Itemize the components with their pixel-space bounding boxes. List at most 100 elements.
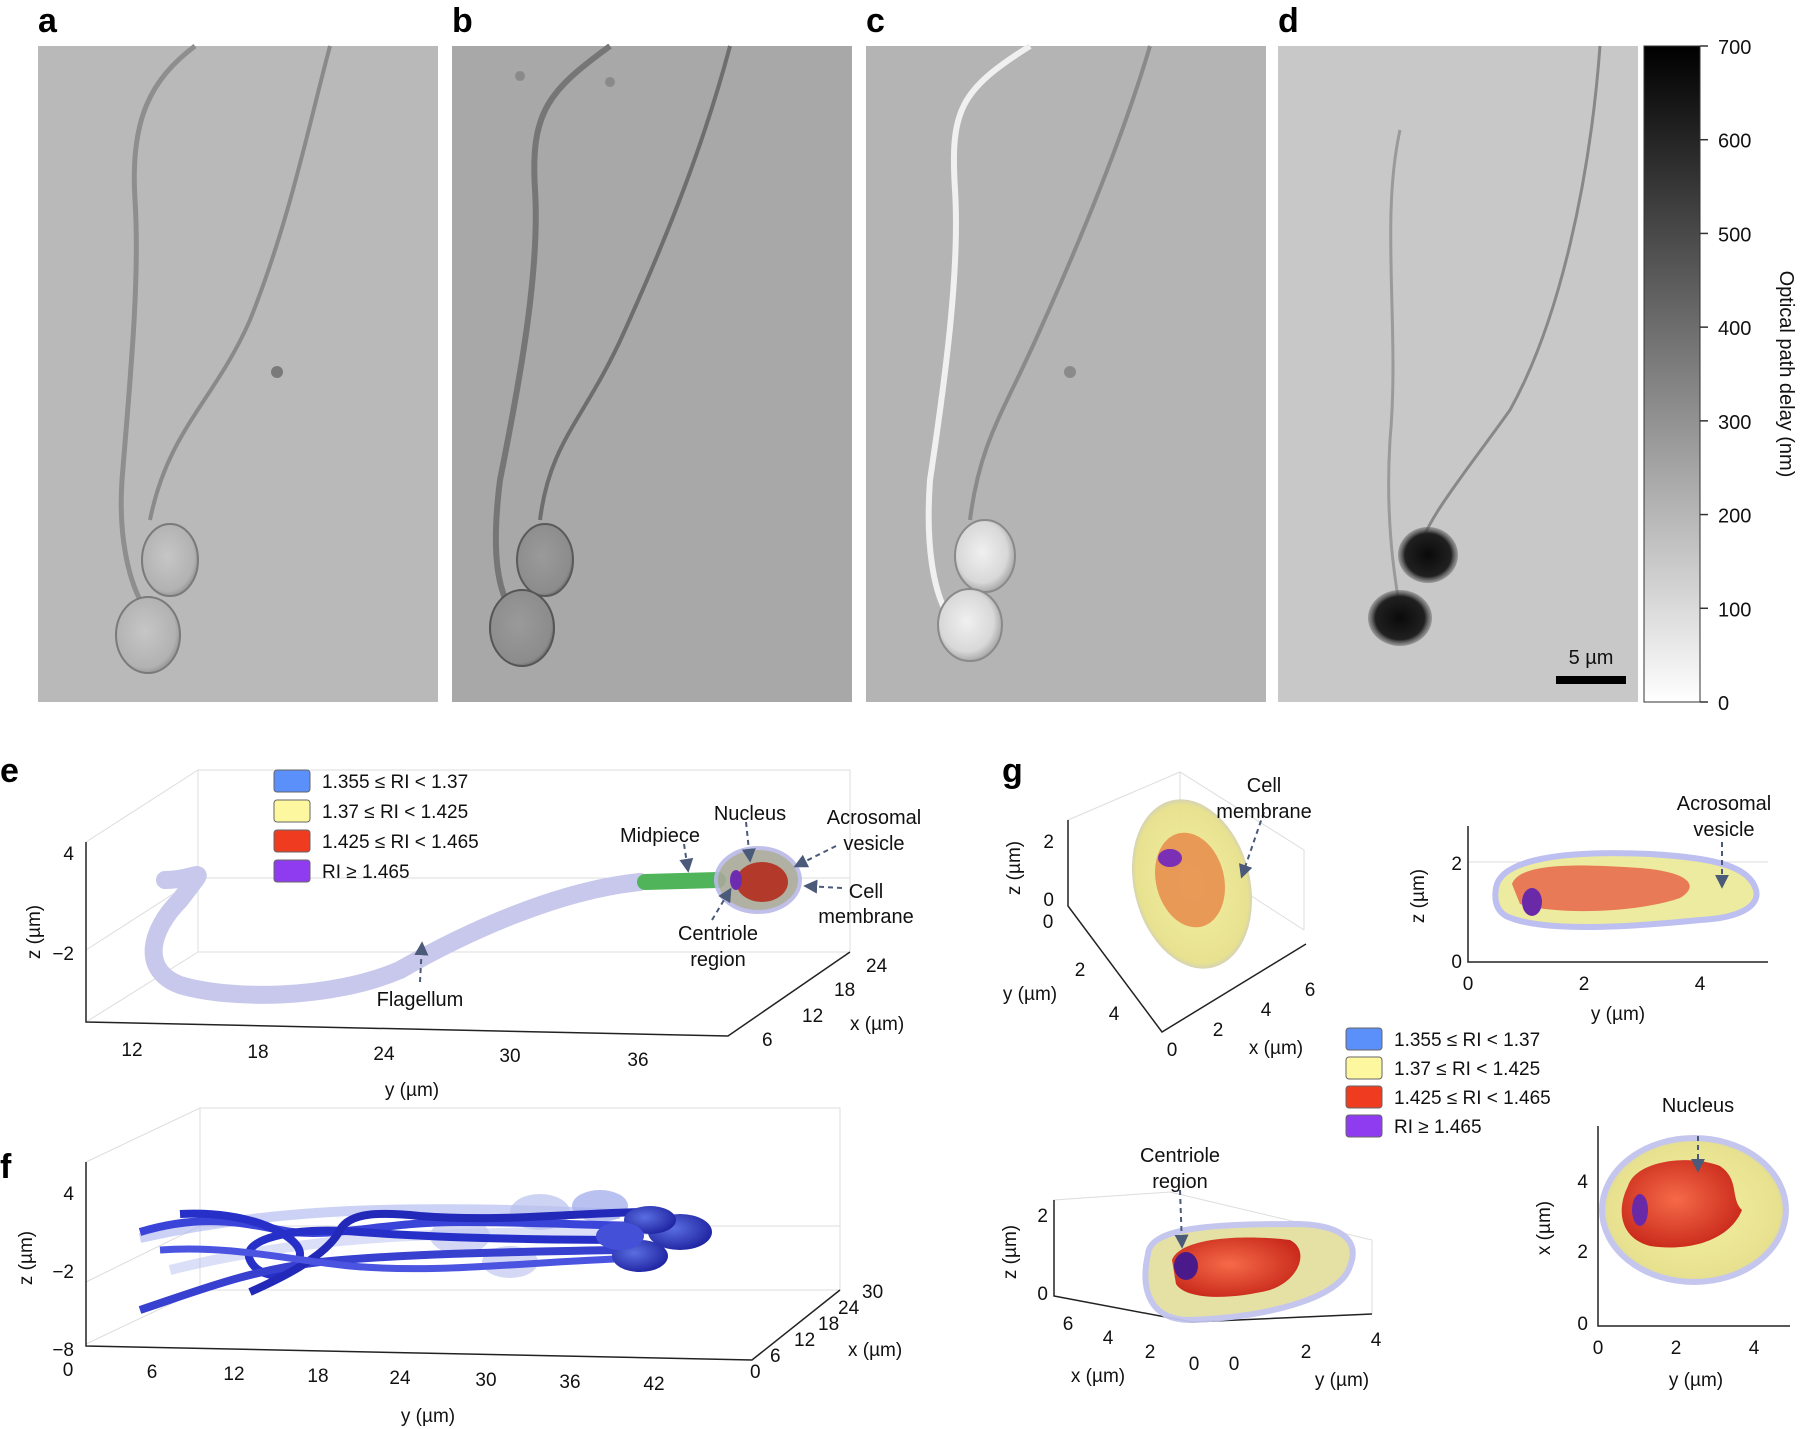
g-bl-x-tick: 0 [1189, 1354, 1200, 1375]
e-y-axis-label: y (µm) [385, 1080, 439, 1101]
f-y-tick: 12 [223, 1364, 244, 1385]
g-bl-x-tick: 6 [1063, 1314, 1074, 1335]
region-label: region [690, 949, 746, 971]
legend-label: RI ≥ 1.465 [1394, 1117, 1482, 1138]
g-br-x-tick: 4 [1577, 1172, 1588, 1193]
f-y-tick: 30 [475, 1370, 496, 1391]
e-x-tick: 12 [802, 1006, 823, 1027]
f-z-tick: 4 [63, 1184, 74, 1205]
g-br-y-tick: 0 [1593, 1338, 1604, 1359]
g-tr-y-tick: 4 [1695, 974, 1706, 995]
midpiece-label: Midpiece [620, 825, 700, 847]
micrograph-c [866, 43, 1266, 702]
f-y-axis-label: y (µm) [401, 1406, 455, 1427]
g-bl-x-axis-label: x (µm) [1071, 1366, 1125, 1387]
g-br-y-axis-label: y (µm) [1669, 1370, 1723, 1391]
g-bl-y-axis-label: y (µm) [1315, 1370, 1369, 1391]
g-bl-z-axis-label: z (µm) [1000, 1225, 1021, 1279]
panel-label-a: a [38, 2, 58, 40]
panel-label-d: d [1278, 2, 1299, 40]
panel-g-side-view: Acrosomal vesicle 2 0 z (µm) 0 2 4 y (µm… [1408, 793, 1771, 1025]
panel-label-e: e [0, 752, 19, 790]
f-y-tick: 42 [643, 1374, 664, 1395]
g-tl-y-tick: 4 [1109, 1004, 1120, 1025]
panel-g-top-view: Nucleus 4 2 0 x (µm) 0 2 4 y (µm) [1534, 1095, 1790, 1391]
legend-swatch [273, 799, 311, 823]
e-y-tick: 24 [373, 1044, 395, 1065]
panel-g-oblique-view-2: Centriole region 2 0 z (µm) 6 4 2 0 x (µ… [1000, 1145, 1382, 1391]
legend-swatch [1345, 1056, 1383, 1080]
f-y-tick: 24 [389, 1368, 411, 1389]
g-tl-x-axis-label: x (µm) [1249, 1038, 1303, 1059]
e-y-tick: 18 [247, 1042, 268, 1063]
legend-label: 1.37 ≤ RI < 1.425 [1394, 1059, 1540, 1080]
e-z-tick: −2 [52, 944, 74, 965]
legend-label: 1.37 ≤ RI < 1.425 [322, 802, 468, 823]
g-bl-x-tick: 2 [1145, 1342, 1156, 1363]
g-tr-y-tick: 0 [1463, 974, 1474, 995]
panel-label-c: c [866, 2, 885, 40]
membrane-label: membrane [818, 906, 914, 928]
g-acrosomal-label: Acrosomal [1677, 793, 1771, 815]
f-y-tick: 6 [147, 1362, 158, 1383]
f-x-tick: 6 [770, 1346, 781, 1367]
g-tl-x-tick: 4 [1261, 1000, 1272, 1021]
e-z-axis-label: z (µm) [24, 905, 45, 959]
g-bl-z-tick: 2 [1037, 1206, 1048, 1227]
legend-label: 1.425 ≤ RI < 1.465 [1394, 1088, 1551, 1109]
flagellum-label: Flagellum [377, 989, 464, 1011]
colorbar-tick-label: 300 [1718, 412, 1751, 434]
colorbar-tick-label: 400 [1718, 318, 1751, 340]
g-tr-y-axis-label: y (µm) [1591, 1004, 1645, 1025]
panel-label-b: b [452, 2, 473, 40]
colorbar-tick-label: 700 [1718, 37, 1751, 59]
g-bl-y-tick: 4 [1371, 1330, 1382, 1351]
legend-swatch [273, 829, 311, 853]
g-tr-z-axis-label: z (µm) [1408, 869, 1429, 923]
e-y-tick: 12 [121, 1040, 142, 1061]
panel-label-g: g [1002, 752, 1023, 790]
cell-label: Cell [849, 881, 883, 903]
f-x-tick: 24 [838, 1298, 860, 1319]
g-tl-z-tick: 2 [1043, 832, 1054, 853]
g-tl-z-tick: 0 [1043, 890, 1054, 911]
g-tr-z-tick: 2 [1451, 854, 1462, 875]
f-x-tick: 0 [750, 1362, 761, 1383]
g-centriole-label: Centriole [1140, 1145, 1220, 1167]
g-tl-x-tick: 2 [1213, 1020, 1224, 1041]
centriole-label: Centriole [678, 923, 758, 945]
vesicle-label: vesicle [843, 833, 904, 855]
f-y-tick: 18 [307, 1366, 328, 1387]
panel-label-f: f [0, 1148, 12, 1186]
legend-e: 1.355 ≤ RI < 1.37 1.37 ≤ RI < 1.425 1.425 … [273, 769, 479, 883]
colorbar-tick-label: 600 [1718, 131, 1751, 153]
g-bl-x-tick: 4 [1103, 1328, 1114, 1349]
g-membrane-label: membrane [1216, 801, 1312, 823]
g-tl-y-axis-label: y (µm) [1003, 984, 1057, 1005]
e-z-tick: 4 [63, 844, 74, 865]
g-tl-y-tick: 2 [1075, 960, 1086, 981]
colorbar-tick-label: 100 [1718, 599, 1751, 621]
g-bl-y-tick: 2 [1301, 1342, 1312, 1363]
g-br-x-tick: 2 [1577, 1242, 1588, 1263]
f-x-tick: 30 [862, 1282, 883, 1303]
colorbar-tick-label: 200 [1718, 506, 1751, 528]
g-vesicle-label: vesicle [1693, 819, 1754, 841]
g-cell-label: Cell [1247, 775, 1281, 797]
g-tl-x-tick: 0 [1167, 1040, 1178, 1061]
legend-swatch [1345, 1027, 1383, 1051]
legend-swatch [1345, 1085, 1383, 1109]
legend-swatch [273, 859, 311, 883]
g-nucleus-label: Nucleus [1662, 1095, 1734, 1117]
e-x-tick: 24 [866, 956, 888, 977]
micrograph-a [38, 44, 438, 702]
quantitative-phase-image-d: 5 µm [1278, 45, 1638, 702]
colorbar-tick-label: 500 [1718, 224, 1751, 246]
panel-g-oblique-view: Cell membrane 2 0 z (µm) 0 2 4 y (µm) 0 … [1003, 771, 1315, 1061]
legend-label: RI ≥ 1.465 [322, 862, 410, 883]
acrosomal-label: Acrosomal [827, 807, 921, 829]
legend-g: 1.355 ≤ RI < 1.37 1.37 ≤ RI < 1.425 1.425 … [1345, 1027, 1551, 1138]
e-x-axis-label: x (µm) [850, 1014, 904, 1035]
legend-label: 1.355 ≤ RI < 1.37 [1394, 1030, 1540, 1051]
